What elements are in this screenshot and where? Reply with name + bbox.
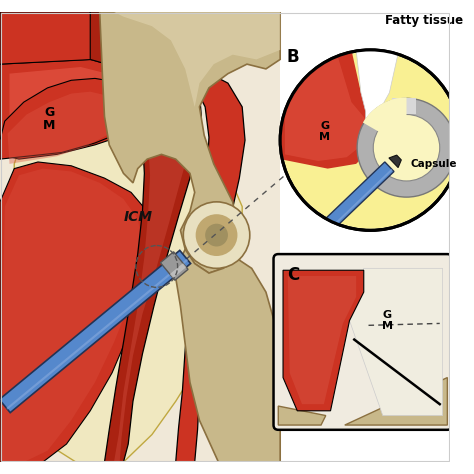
Polygon shape bbox=[14, 131, 242, 462]
Text: G: G bbox=[383, 310, 392, 320]
Polygon shape bbox=[392, 98, 416, 115]
FancyBboxPatch shape bbox=[273, 254, 452, 430]
Polygon shape bbox=[90, 12, 157, 69]
Polygon shape bbox=[171, 69, 245, 462]
Polygon shape bbox=[160, 252, 188, 280]
Text: Capsule: Capsule bbox=[410, 159, 457, 169]
Polygon shape bbox=[0, 78, 138, 159]
Polygon shape bbox=[389, 155, 401, 168]
Text: ICM: ICM bbox=[123, 210, 152, 224]
Text: M: M bbox=[319, 132, 330, 142]
Circle shape bbox=[183, 202, 250, 268]
Polygon shape bbox=[8, 91, 121, 164]
Polygon shape bbox=[319, 162, 394, 235]
Polygon shape bbox=[278, 406, 326, 425]
Polygon shape bbox=[100, 12, 280, 273]
Text: M: M bbox=[382, 321, 393, 331]
Polygon shape bbox=[285, 55, 365, 161]
Polygon shape bbox=[0, 12, 450, 462]
Text: C: C bbox=[287, 266, 299, 284]
Polygon shape bbox=[114, 12, 280, 107]
Text: M: M bbox=[43, 118, 55, 132]
Circle shape bbox=[280, 50, 461, 230]
Polygon shape bbox=[345, 378, 447, 425]
Polygon shape bbox=[0, 12, 95, 64]
Polygon shape bbox=[6, 259, 188, 410]
Text: G: G bbox=[320, 121, 329, 131]
Text: Fatty tissue: Fatty tissue bbox=[385, 14, 463, 27]
Polygon shape bbox=[0, 59, 157, 159]
Polygon shape bbox=[104, 67, 201, 462]
Circle shape bbox=[205, 224, 228, 246]
Polygon shape bbox=[176, 249, 280, 462]
Polygon shape bbox=[280, 50, 375, 169]
Polygon shape bbox=[0, 162, 154, 462]
Polygon shape bbox=[288, 276, 356, 404]
Wedge shape bbox=[363, 97, 407, 148]
Polygon shape bbox=[356, 50, 399, 145]
Polygon shape bbox=[349, 268, 443, 416]
Polygon shape bbox=[0, 169, 143, 462]
Polygon shape bbox=[0, 12, 280, 462]
Polygon shape bbox=[9, 67, 145, 147]
Text: G: G bbox=[44, 106, 55, 119]
Polygon shape bbox=[283, 270, 364, 411]
Circle shape bbox=[373, 115, 440, 181]
Circle shape bbox=[282, 52, 459, 228]
Polygon shape bbox=[114, 71, 196, 462]
Polygon shape bbox=[325, 169, 392, 234]
Text: B: B bbox=[287, 48, 300, 66]
Polygon shape bbox=[0, 250, 191, 413]
Circle shape bbox=[196, 214, 237, 256]
Circle shape bbox=[357, 98, 456, 197]
Polygon shape bbox=[170, 263, 186, 278]
